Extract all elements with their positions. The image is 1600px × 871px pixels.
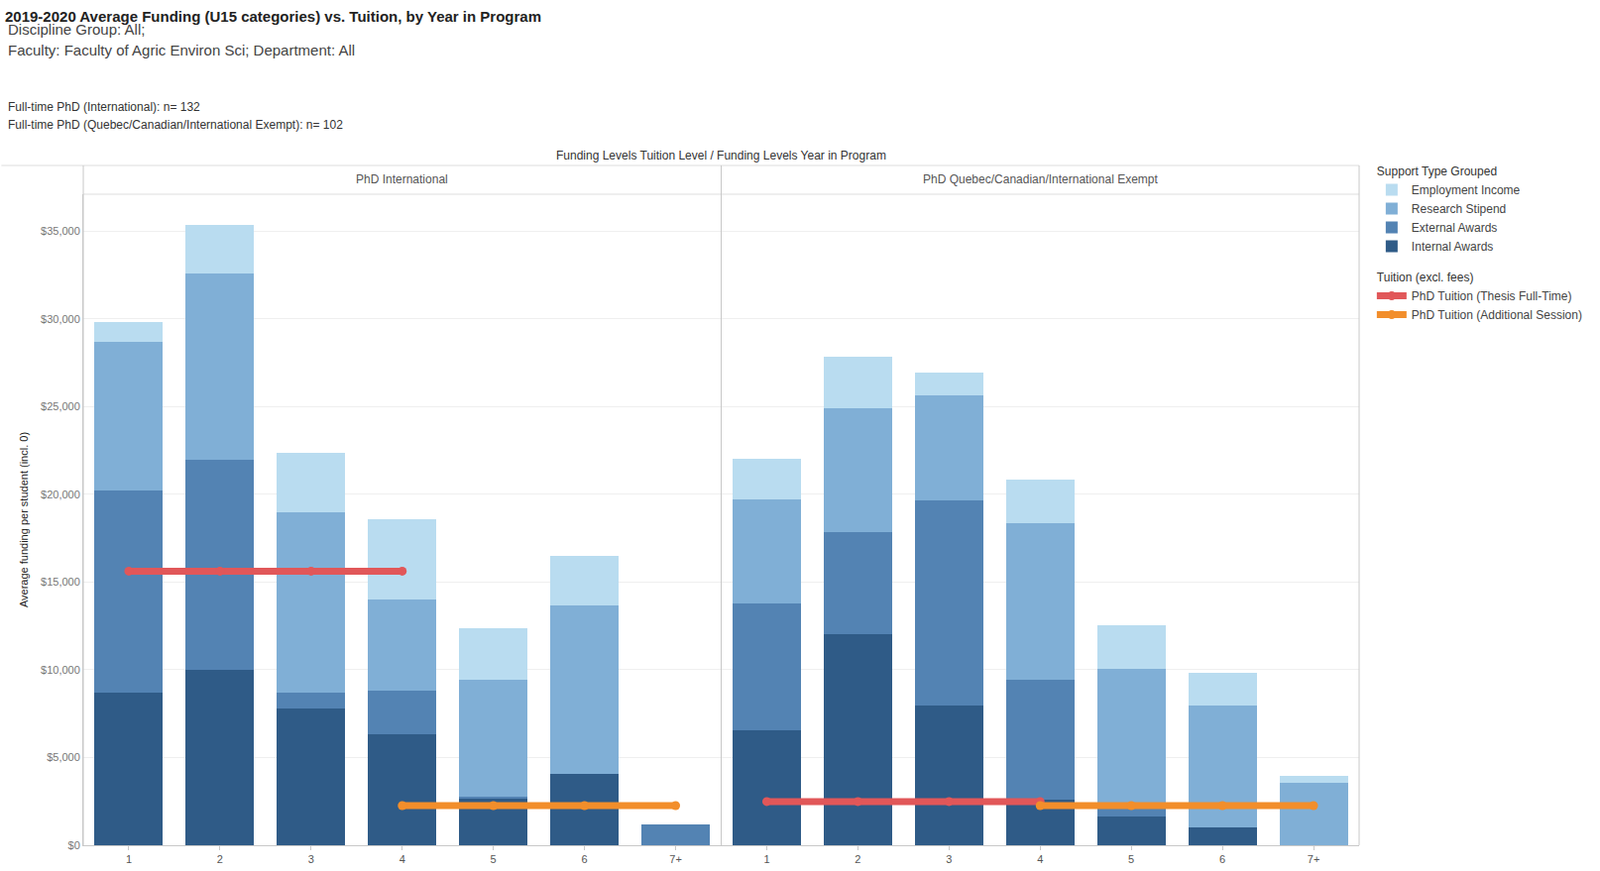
- svg-text:2: 2: [854, 853, 861, 866]
- svg-text:4: 4: [1036, 853, 1043, 866]
- svg-text:Faculty: Faculty of Agric Envi: Faculty: Faculty of Agric Environ Sci; D…: [7, 41, 355, 59]
- svg-text:Support Type Grouped: Support Type Grouped: [1376, 164, 1497, 179]
- svg-text:PhD Tuition (Additional Sessio: PhD Tuition (Additional Session): [1411, 308, 1583, 323]
- svg-text:Full-time PhD (International):: Full-time PhD (International): n= 132: [7, 100, 201, 115]
- svg-text:Tuition (excl. fees): Tuition (excl. fees): [1376, 270, 1475, 285]
- svg-text:1: 1: [125, 853, 132, 866]
- svg-text:5: 5: [1128, 853, 1135, 866]
- svg-text:PhD International: PhD International: [355, 172, 449, 187]
- svg-text:External Awards: External Awards: [1411, 221, 1498, 235]
- svg-text:PhD Tuition (Thesis Full-Time): PhD Tuition (Thesis Full-Time): [1411, 289, 1573, 304]
- svg-text:PhD Quebec/Canadian/Internatio: PhD Quebec/Canadian/International Exempt: [922, 172, 1158, 187]
- svg-text:1: 1: [763, 853, 770, 866]
- svg-text:$15,000: $15,000: [40, 575, 81, 588]
- svg-text:$30,000: $30,000: [40, 313, 81, 326]
- svg-text:3: 3: [308, 853, 315, 866]
- svg-text:Employment Income: Employment Income: [1411, 183, 1521, 198]
- svg-text:2019-2020 Average Funding (U15: 2019-2020 Average Funding (U15 categorie…: [4, 7, 542, 25]
- svg-text:$25,000: $25,000: [40, 400, 81, 413]
- svg-text:$10,000: $10,000: [40, 664, 81, 677]
- svg-text:$20,000: $20,000: [40, 488, 81, 501]
- svg-text:Full-time PhD (Quebec/Canadian: Full-time PhD (Quebec/Canadian/Internati…: [7, 117, 343, 132]
- svg-text:7+: 7+: [1307, 853, 1321, 866]
- svg-text:7+: 7+: [669, 853, 683, 866]
- svg-text:6: 6: [581, 853, 588, 866]
- svg-text:Internal Awards: Internal Awards: [1411, 239, 1494, 254]
- svg-text:2: 2: [217, 853, 224, 866]
- svg-text:6: 6: [1219, 853, 1226, 866]
- svg-text:Research Stipend: Research Stipend: [1411, 202, 1506, 217]
- svg-text:Discipline Group: All;: Discipline Group: All;: [7, 20, 145, 38]
- svg-text:5: 5: [490, 853, 497, 866]
- svg-text:$0: $0: [68, 839, 81, 852]
- svg-text:$35,000: $35,000: [40, 225, 81, 237]
- svg-text:4: 4: [399, 853, 406, 866]
- svg-text:Average funding per student (i: Average funding per student (incl. 0): [17, 432, 30, 608]
- svg-text:3: 3: [945, 853, 952, 866]
- svg-text:Funding Levels Tuition Level /: Funding Levels Tuition Level / Funding L…: [556, 148, 887, 163]
- svg-text:$5,000: $5,000: [46, 751, 81, 764]
